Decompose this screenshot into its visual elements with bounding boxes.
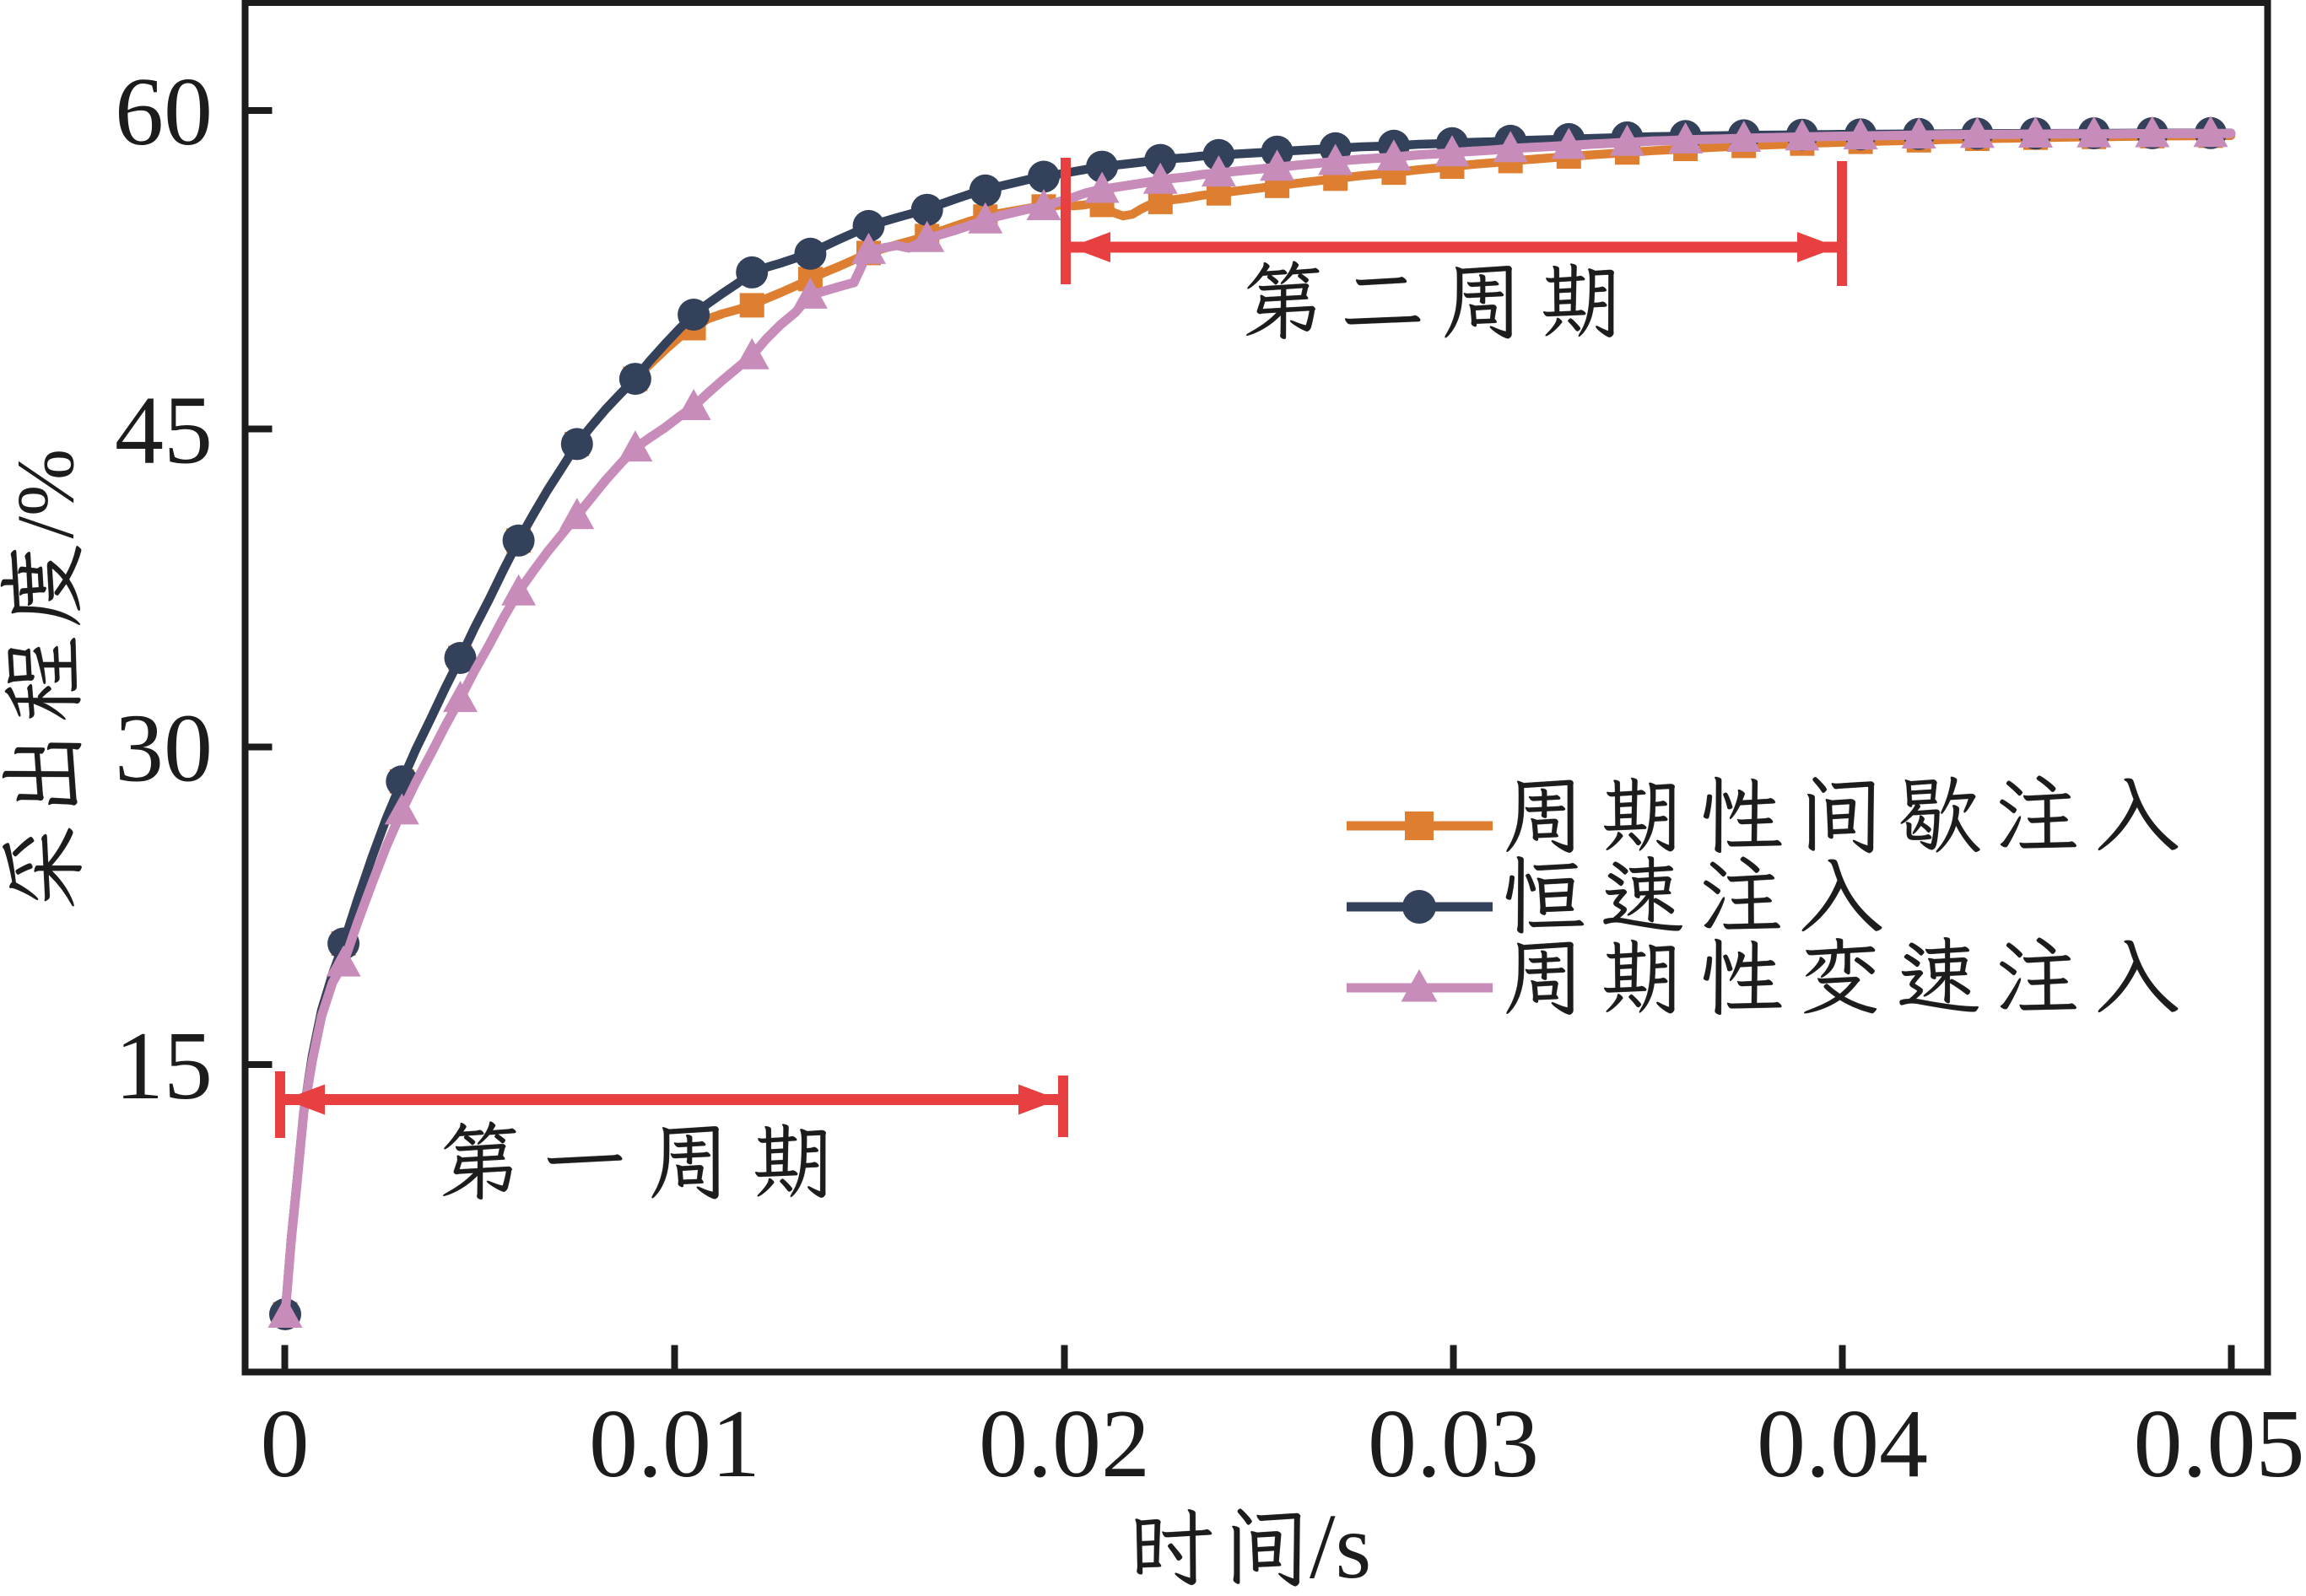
svg-text:0.03: 0.03 bbox=[1368, 1390, 1539, 1498]
svg-text:0.05: 0.05 bbox=[2134, 1390, 2305, 1498]
svg-text:45: 45 bbox=[115, 377, 213, 485]
svg-text:30: 30 bbox=[115, 695, 213, 803]
svg-text:0.02: 0.02 bbox=[979, 1390, 1150, 1498]
svg-text:60: 60 bbox=[115, 58, 213, 166]
svg-text:/s: /s bbox=[1310, 1495, 1371, 1592]
svg-text:0: 0 bbox=[261, 1390, 310, 1498]
svg-text:0.01: 0.01 bbox=[589, 1390, 760, 1498]
svg-text:15: 15 bbox=[115, 1012, 213, 1120]
svg-text:0.04: 0.04 bbox=[1757, 1390, 1928, 1498]
svg-text:/%: /% bbox=[0, 449, 90, 539]
